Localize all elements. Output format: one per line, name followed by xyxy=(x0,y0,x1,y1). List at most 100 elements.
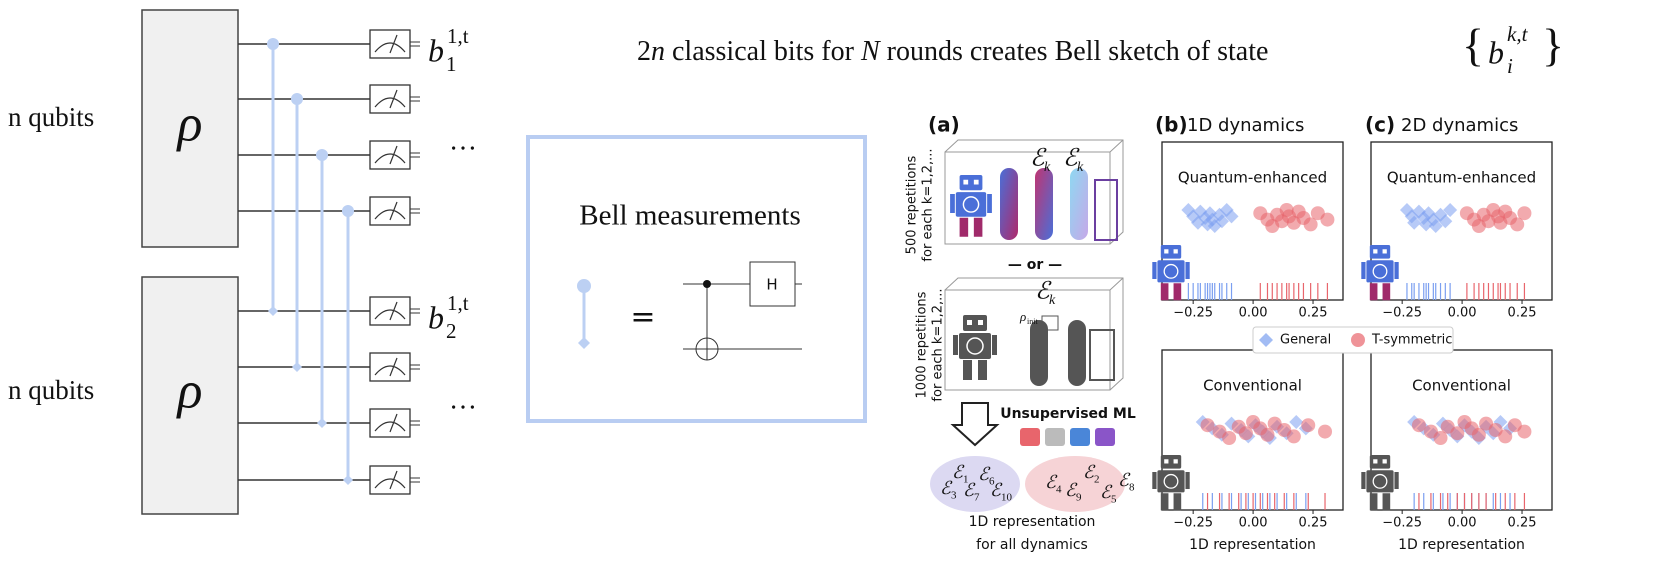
robot-eye xyxy=(978,320,983,325)
x-axis-label: 1D representation xyxy=(1189,537,1316,553)
cluster-icon xyxy=(1070,428,1090,446)
panel-label: (c) xyxy=(1365,113,1395,137)
caption: 1D representation xyxy=(969,514,1096,530)
robot-arm xyxy=(1152,472,1156,489)
robot-leg xyxy=(1161,283,1169,300)
target-diamond xyxy=(343,475,353,485)
x-axis-label: 1D representation xyxy=(1398,537,1525,553)
robot-eye xyxy=(963,180,968,185)
robot-arm xyxy=(1361,262,1365,279)
register-label: n qubits xyxy=(8,102,94,132)
legend-marker xyxy=(1351,333,1365,347)
set-base: b xyxy=(1488,34,1504,70)
point xyxy=(1287,429,1301,443)
set-close: } xyxy=(1542,20,1564,71)
channel-sub: k xyxy=(1044,160,1051,175)
channel-sub: k xyxy=(1049,293,1056,308)
x-tick-label: −0.25 xyxy=(1382,516,1422,531)
robot-body xyxy=(1157,470,1184,492)
x-tick-label: 0.00 xyxy=(1448,306,1477,321)
channel-sub: 7 xyxy=(974,492,980,504)
robot-body xyxy=(956,192,986,217)
headline: 2n classical bits for N rounds creates B… xyxy=(637,36,1268,67)
robot-arm xyxy=(950,194,955,213)
robot-eye xyxy=(1383,249,1387,253)
headline-part: 2 xyxy=(637,36,651,67)
headline-part: n xyxy=(651,36,665,67)
point xyxy=(1517,206,1531,220)
channel-sub: 5 xyxy=(1111,494,1117,506)
point xyxy=(1318,425,1332,439)
robot-arm xyxy=(1394,472,1398,489)
robot-leg xyxy=(1174,493,1182,510)
robot-arm xyxy=(953,335,958,355)
robot-head xyxy=(1370,455,1390,469)
output-sup: 1,t xyxy=(447,24,469,48)
robot-body xyxy=(1366,260,1393,282)
plot-title: Quantum-enhanced xyxy=(1387,169,1536,187)
legend-label: T-symmetric xyxy=(1371,333,1452,348)
cluster-icon xyxy=(1045,428,1065,446)
panel-title: 2D dynamics xyxy=(1401,115,1518,136)
meter-box xyxy=(370,141,410,169)
point xyxy=(1222,431,1236,445)
target-diamond xyxy=(268,306,278,316)
robot-eye xyxy=(1174,249,1178,253)
meter-box xyxy=(370,85,410,113)
output-bit: b xyxy=(428,299,444,335)
robot-arm xyxy=(992,335,997,355)
robot-arm xyxy=(1152,262,1156,279)
robot-leg xyxy=(1174,283,1182,300)
panel-label: (a) xyxy=(928,113,960,137)
repetition-note: 500 repetitions xyxy=(905,155,920,254)
robot-eye xyxy=(1164,459,1168,463)
channel-sub: 9 xyxy=(1076,492,1082,504)
robot-leg xyxy=(978,360,987,380)
headline-part: N xyxy=(860,36,881,67)
robot-body xyxy=(1366,470,1393,492)
h-gate-label: H xyxy=(766,276,777,294)
panel-title: 1D dynamics xyxy=(1187,115,1304,136)
control-dot xyxy=(291,93,303,105)
robot-eye xyxy=(1174,459,1178,463)
register-label: n qubits xyxy=(8,375,94,405)
bell-symbol-dot xyxy=(577,279,591,293)
robot-eye xyxy=(1383,459,1387,463)
meter-box xyxy=(370,466,410,494)
or-divider: — or — xyxy=(1008,257,1062,273)
x-tick-label: 0.00 xyxy=(1448,516,1477,531)
down-arrow xyxy=(953,403,997,445)
robot-body xyxy=(1157,260,1184,282)
panel-label: (b) xyxy=(1155,113,1188,137)
repetition-note: for each k=1,2,... xyxy=(931,288,946,401)
x-tick-label: 0.25 xyxy=(1299,306,1328,321)
output-bit: b xyxy=(428,32,444,68)
x-tick-label: 0.25 xyxy=(1508,306,1537,321)
robot-head xyxy=(963,315,987,331)
robot-leg xyxy=(963,360,972,380)
equals-sign: = xyxy=(630,300,655,335)
robot-eye xyxy=(974,180,979,185)
output-sup: 1,t xyxy=(447,291,469,315)
cluster-icon xyxy=(1020,428,1040,446)
channel-sub: 3 xyxy=(951,490,957,502)
robot-eye xyxy=(1373,249,1377,253)
channel-element xyxy=(1070,168,1088,240)
headline-part: rounds creates Bell sketch of state xyxy=(880,36,1269,67)
cnot-control xyxy=(703,280,711,288)
robot-arm xyxy=(1361,472,1365,489)
x-tick-label: −0.25 xyxy=(1382,306,1422,321)
control-dot xyxy=(316,149,328,161)
cluster-icon xyxy=(1095,428,1115,446)
channel-sub: 8 xyxy=(1129,482,1135,494)
ml-label: Unsupervised ML xyxy=(1000,406,1136,422)
output-sub: 2 xyxy=(446,319,457,343)
bell-title: Bell measurements xyxy=(579,200,800,232)
target-diamond xyxy=(317,418,327,428)
meter-box xyxy=(370,297,410,325)
channel-sub: 2 xyxy=(1094,474,1100,486)
robot-eye xyxy=(1164,249,1168,253)
x-tick-label: 0.25 xyxy=(1299,516,1328,531)
x-tick-label: −0.25 xyxy=(1173,306,1213,321)
robot-eye xyxy=(967,320,972,325)
